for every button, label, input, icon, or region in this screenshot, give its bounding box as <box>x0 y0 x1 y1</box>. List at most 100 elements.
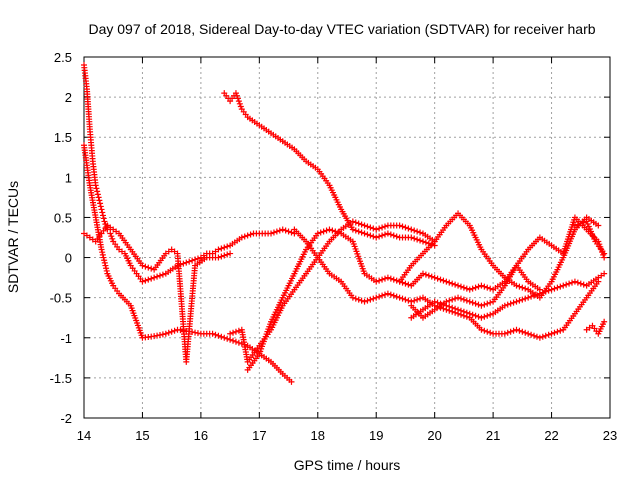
data-point <box>230 337 237 344</box>
data-point <box>525 294 532 301</box>
data-point <box>601 250 608 257</box>
data-point <box>165 329 172 336</box>
data-point <box>168 328 175 335</box>
data-point <box>101 218 108 225</box>
data-point <box>238 234 245 241</box>
data-point <box>469 299 476 306</box>
data-point <box>487 285 494 292</box>
data-point <box>364 297 371 304</box>
data-point <box>103 265 110 272</box>
data-point <box>314 230 321 237</box>
data-point <box>516 297 523 304</box>
data-point <box>574 221 581 228</box>
data-point <box>97 203 104 210</box>
x-tick-label: 18 <box>311 428 325 443</box>
data-point <box>402 296 409 303</box>
data-point <box>455 282 462 289</box>
x-tick-label: 23 <box>603 428 617 443</box>
data-point <box>452 305 459 312</box>
y-axis-label: SDTVAR / TECUs <box>5 181 21 293</box>
data-point <box>285 228 292 235</box>
x-tick-label: 16 <box>194 428 208 443</box>
data-point <box>577 220 584 227</box>
y-tick-label: -1 <box>60 331 72 346</box>
data-point <box>469 311 476 318</box>
data-point <box>381 223 388 230</box>
data-point <box>364 231 371 238</box>
data-point <box>472 300 479 307</box>
series-track-3 <box>81 222 234 365</box>
data-point <box>399 295 406 302</box>
data-point <box>408 234 415 241</box>
data-point <box>405 281 412 288</box>
data-point <box>156 272 163 279</box>
data-point <box>595 222 602 229</box>
y-tick-label: 2.5 <box>54 50 72 65</box>
data-point <box>94 191 101 198</box>
data-point <box>563 281 570 288</box>
data-point <box>224 335 231 342</box>
data-point <box>516 283 523 290</box>
data-point <box>460 296 467 303</box>
data-point <box>525 330 532 337</box>
data-point <box>405 225 412 232</box>
data-point <box>475 301 482 308</box>
data-point <box>279 226 286 233</box>
data-point <box>463 285 470 292</box>
data-point <box>232 90 239 97</box>
data-point <box>554 328 561 335</box>
data-point <box>571 222 578 229</box>
data-point <box>373 226 380 233</box>
data-point <box>236 100 243 107</box>
data-point <box>443 302 450 309</box>
data-point <box>384 290 391 297</box>
data-point <box>484 284 491 291</box>
data-point <box>449 280 456 287</box>
x-tick-label: 22 <box>544 428 558 443</box>
data-point <box>481 301 488 308</box>
data-point <box>323 227 330 234</box>
data-point <box>475 313 482 320</box>
data-point <box>466 286 473 293</box>
data-point <box>384 274 391 281</box>
data-point <box>431 298 438 305</box>
data-point <box>98 246 105 253</box>
data-point <box>159 331 166 338</box>
data-point <box>192 329 199 336</box>
data-point <box>379 232 386 239</box>
data-point <box>94 188 101 195</box>
data-point <box>408 226 415 233</box>
data-point <box>440 277 447 284</box>
data-point <box>580 219 587 226</box>
data-point <box>381 231 388 238</box>
data-point <box>566 280 573 287</box>
data-point <box>417 295 424 302</box>
data-point <box>601 318 608 325</box>
data-point <box>171 327 178 334</box>
data-point <box>156 331 163 338</box>
data-point <box>224 243 231 250</box>
data-point <box>469 285 476 292</box>
data-point <box>487 311 494 318</box>
data-point <box>109 235 116 242</box>
data-point <box>548 286 555 293</box>
data-point <box>376 233 383 240</box>
data-point <box>481 327 488 334</box>
series-track-12 <box>583 318 608 337</box>
data-point <box>484 312 491 319</box>
data-point <box>455 294 462 301</box>
data-point <box>320 228 327 235</box>
data-point <box>99 212 106 219</box>
series-track-11 <box>571 218 608 257</box>
data-point <box>446 297 453 304</box>
data-point <box>288 229 295 236</box>
y-tick-label: -1.5 <box>50 371 72 386</box>
data-point <box>548 330 555 337</box>
data-point <box>393 293 400 300</box>
data-point <box>162 330 169 337</box>
x-tick-label: 21 <box>486 428 500 443</box>
data-point <box>159 271 166 278</box>
data-point <box>235 98 242 105</box>
data-point <box>332 228 339 235</box>
